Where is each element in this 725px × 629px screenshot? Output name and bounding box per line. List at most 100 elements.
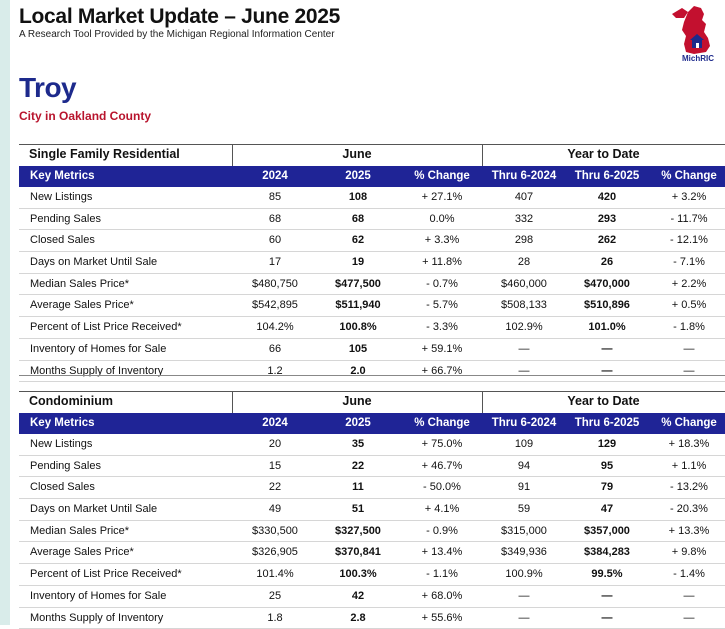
page-subtitle: A Research Tool Provided by the Michigan… bbox=[19, 29, 335, 40]
metric-value: $326,905 bbox=[235, 546, 315, 558]
metric-value: 51 bbox=[318, 503, 398, 515]
metric-value: $480,750 bbox=[235, 278, 315, 290]
metric-value: - 11.7% bbox=[649, 213, 725, 225]
metric-value: $511,940 bbox=[318, 299, 398, 311]
metric-value: - 50.0% bbox=[402, 481, 482, 493]
metric-value: — bbox=[484, 343, 564, 355]
column-header: Key Metrics bbox=[30, 417, 95, 429]
metric-value: 293 bbox=[567, 213, 647, 225]
metric-value: - 12.1% bbox=[649, 234, 725, 246]
city-name: Troy bbox=[19, 72, 76, 104]
metric-value: 95 bbox=[567, 460, 647, 472]
metric-value: 108 bbox=[318, 191, 398, 203]
section-title: Condominium bbox=[29, 394, 113, 408]
metric-value: 101.0% bbox=[567, 321, 647, 333]
metric-value: + 59.1% bbox=[402, 343, 482, 355]
metric-value: 420 bbox=[567, 191, 647, 203]
logo-wordmark: MichRIC bbox=[682, 54, 714, 63]
metric-value: 129 bbox=[567, 438, 647, 450]
metric-value: — bbox=[567, 612, 647, 624]
column-header: Thru 6-2025 bbox=[567, 417, 647, 429]
metric-value: $542,895 bbox=[235, 299, 315, 311]
metric-name: Pending Sales bbox=[30, 460, 101, 472]
metric-value: + 75.0% bbox=[402, 438, 482, 450]
metric-value: 49 bbox=[235, 503, 315, 515]
metric-value: + 13.3% bbox=[649, 525, 725, 537]
metric-value: - 5.7% bbox=[402, 299, 482, 311]
metric-value: 28 bbox=[484, 256, 564, 268]
metric-value: 100.3% bbox=[318, 568, 398, 580]
metric-value: 2.8 bbox=[318, 612, 398, 624]
metric-value: 109 bbox=[484, 438, 564, 450]
metric-value: 17 bbox=[235, 256, 315, 268]
metric-value: 104.2% bbox=[235, 321, 315, 333]
metric-value: 59 bbox=[484, 503, 564, 515]
metric-value: 22 bbox=[318, 460, 398, 472]
metric-value: + 3.2% bbox=[649, 191, 725, 203]
metric-name: Days on Market Until Sale bbox=[30, 256, 157, 268]
section-title: Single Family Residential bbox=[29, 147, 180, 161]
metric-value: + 2.2% bbox=[649, 278, 725, 290]
metric-value: — bbox=[649, 612, 725, 624]
metric-name: Pending Sales bbox=[30, 213, 101, 225]
metric-value: 100.8% bbox=[318, 321, 398, 333]
metric-value: - 3.3% bbox=[402, 321, 482, 333]
table-row: Average Sales Price*$326,905$370,841+ 13… bbox=[19, 542, 725, 564]
metric-value: + 4.1% bbox=[402, 503, 482, 515]
metric-value: 102.9% bbox=[484, 321, 564, 333]
metric-value: 22 bbox=[235, 481, 315, 493]
section-top-rule bbox=[19, 144, 725, 145]
metric-value: 66 bbox=[235, 343, 315, 355]
metric-value: 94 bbox=[484, 460, 564, 472]
metric-value: $330,500 bbox=[235, 525, 315, 537]
metric-value: - 0.9% bbox=[402, 525, 482, 537]
column-header: % Change bbox=[649, 417, 725, 429]
metric-value: 85 bbox=[235, 191, 315, 203]
metric-name: Percent of List Price Received* bbox=[30, 568, 182, 580]
column-header: % Change bbox=[402, 170, 482, 182]
metric-value: 68 bbox=[318, 213, 398, 225]
column-header: Thru 6-2024 bbox=[484, 170, 564, 182]
metric-name: Months Supply of Inventory bbox=[30, 612, 163, 624]
metric-name: Inventory of Homes for Sale bbox=[30, 343, 166, 355]
metric-value: 91 bbox=[484, 481, 564, 493]
section-top-rule bbox=[19, 391, 725, 392]
metric-value: 15 bbox=[235, 460, 315, 472]
metric-value: — bbox=[649, 590, 725, 602]
metric-value: 11 bbox=[318, 481, 398, 493]
metric-name: Inventory of Homes for Sale bbox=[30, 590, 166, 602]
metric-value: 1.8 bbox=[235, 612, 315, 624]
metric-value: 20 bbox=[235, 438, 315, 450]
metric-value: 79 bbox=[567, 481, 647, 493]
metric-value: + 68.0% bbox=[402, 590, 482, 602]
table-row: Median Sales Price*$480,750$477,500- 0.7… bbox=[19, 274, 725, 296]
metric-value: 262 bbox=[567, 234, 647, 246]
page-title: Local Market Update – June 2025 bbox=[19, 5, 340, 29]
metric-value: $370,841 bbox=[318, 546, 398, 558]
metric-value: 42 bbox=[318, 590, 398, 602]
metric-value: + 0.5% bbox=[649, 299, 725, 311]
metric-name: Median Sales Price* bbox=[30, 525, 129, 537]
metric-name: New Listings bbox=[30, 191, 92, 203]
metric-value: - 0.7% bbox=[402, 278, 482, 290]
metric-value: $508,133 bbox=[484, 299, 564, 311]
metric-value: $470,000 bbox=[567, 278, 647, 290]
metric-value: $384,283 bbox=[567, 546, 647, 558]
metric-value: + 18.3% bbox=[649, 438, 725, 450]
metric-value: + 3.3% bbox=[402, 234, 482, 246]
column-header: % Change bbox=[649, 170, 725, 182]
metric-name: New Listings bbox=[30, 438, 92, 450]
column-header: Thru 6-2024 bbox=[484, 417, 564, 429]
group-ytd-label: Year to Date bbox=[482, 147, 725, 161]
metric-value: 407 bbox=[484, 191, 564, 203]
